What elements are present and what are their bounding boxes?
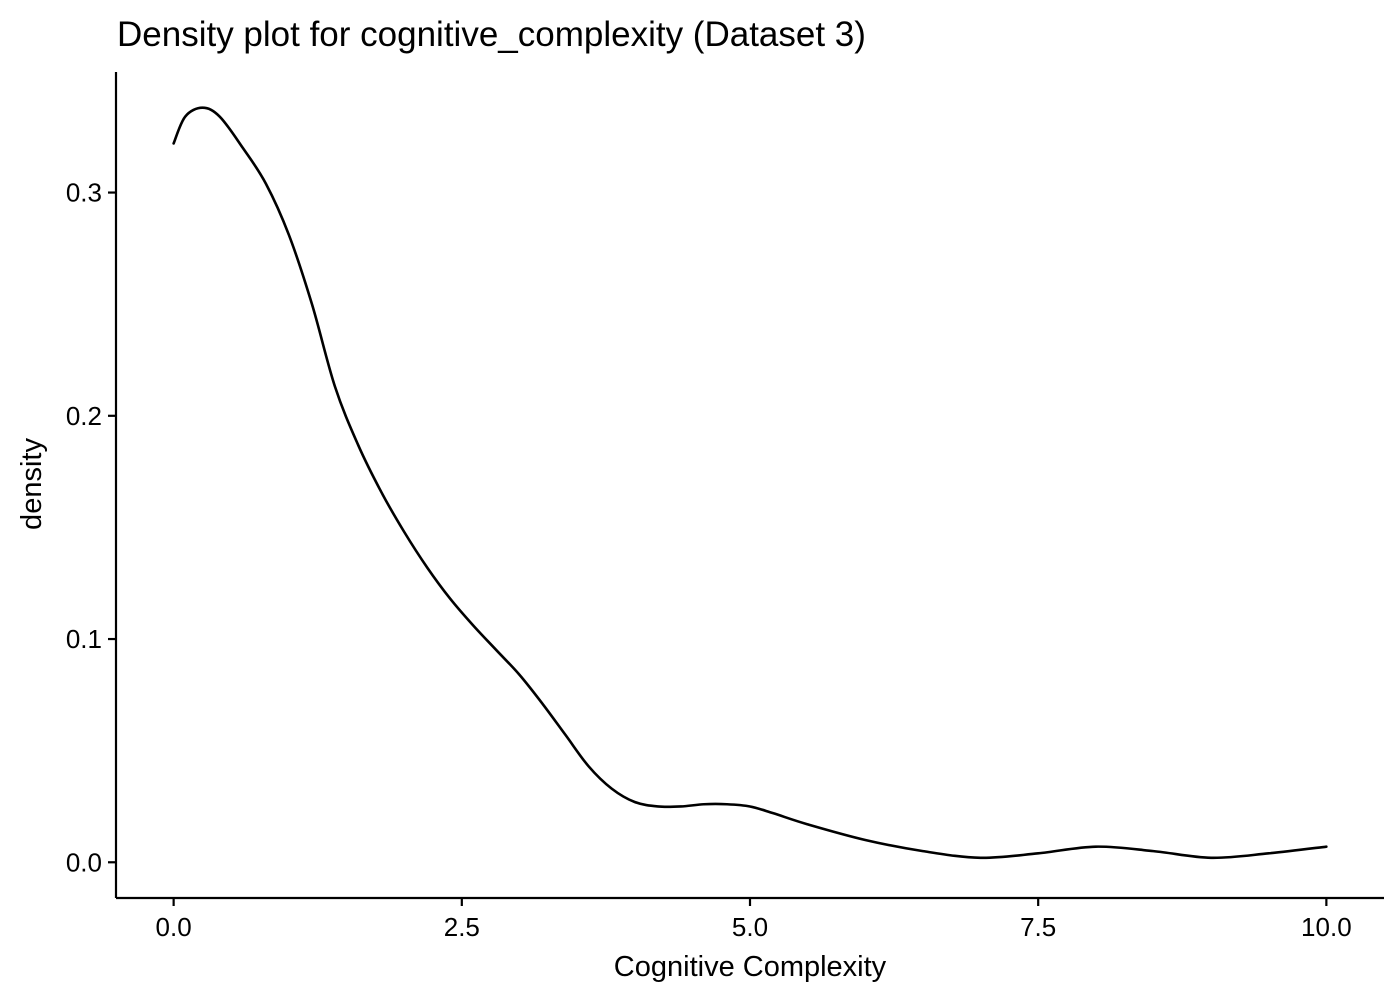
chart-title: Density plot for cognitive_complexity (D… bbox=[117, 15, 866, 54]
y-tick-label: 0.3 bbox=[66, 178, 102, 208]
x-tick-label: 2.5 bbox=[444, 912, 480, 942]
y-axis-title: density bbox=[16, 438, 48, 530]
x-tick-label: 0.0 bbox=[156, 912, 192, 942]
x-tick-label: 5.0 bbox=[732, 912, 768, 942]
x-tick-label: 7.5 bbox=[1020, 912, 1056, 942]
x-axis-ticks: 0.0 2.5 5.0 7.5 10.0 bbox=[156, 898, 1352, 942]
y-tick-label: 0.2 bbox=[66, 401, 102, 431]
x-tick-label: 10.0 bbox=[1301, 912, 1352, 942]
y-tick-label: 0.1 bbox=[66, 624, 102, 654]
x-axis-title: Cognitive Complexity bbox=[614, 951, 887, 983]
y-tick-label: 0.0 bbox=[66, 847, 102, 877]
y-axis-ticks: 0.0 0.1 0.2 0.3 bbox=[66, 178, 116, 877]
density-curve bbox=[172, 106, 1328, 860]
